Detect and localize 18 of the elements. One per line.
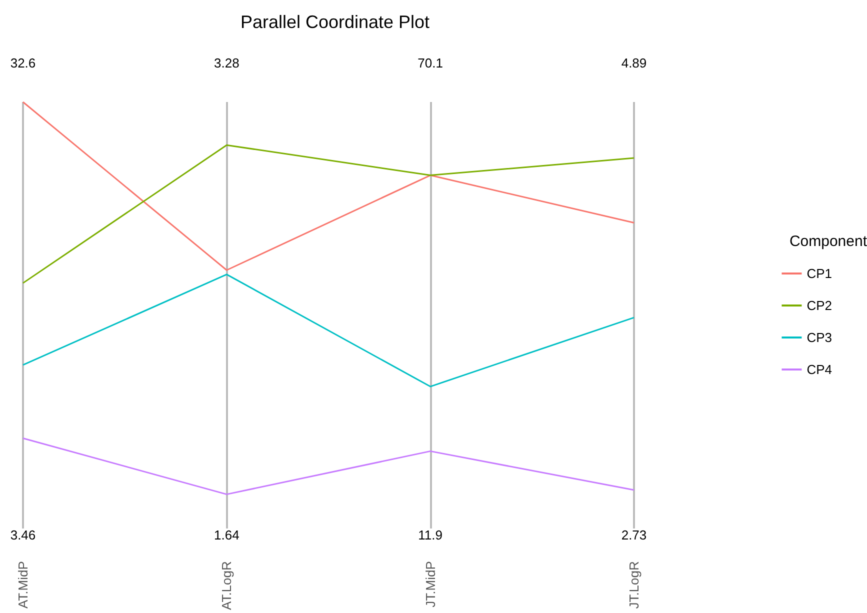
text: 4.89 (621, 56, 647, 70)
legend-label: CP3 (806, 330, 832, 345)
text: 32.6 (10, 56, 36, 70)
chart-title: Parallel Coordinate Plot (240, 12, 430, 32)
x-tick-label: AT.MidP (16, 561, 30, 609)
text: 70.1 (418, 56, 443, 70)
legend-label: CP4 (806, 362, 832, 377)
x-tick-label: AT.LogR (219, 561, 234, 610)
x-tick-label: JT.LogR (626, 561, 642, 609)
annotation: 11.9 (418, 528, 443, 542)
legend-title: Component (789, 233, 867, 250)
text: 3.28 (214, 56, 240, 70)
legend-label: CP2 (806, 298, 832, 313)
legend-label: CP1 (806, 266, 832, 281)
annotation: 1.64 (214, 528, 240, 542)
annotation: 3.46 (10, 528, 36, 542)
x-tick-label: JT.MidP (422, 561, 438, 608)
annotation: 2.73 (621, 528, 647, 542)
